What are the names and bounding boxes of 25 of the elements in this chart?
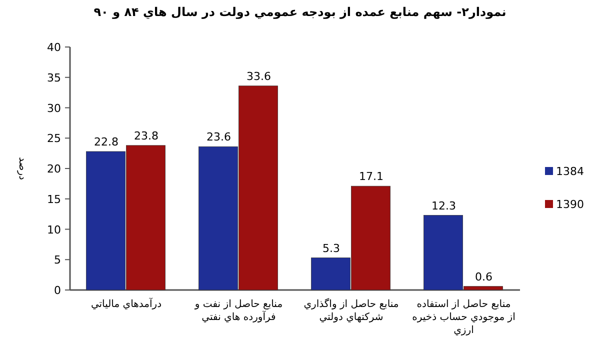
y-tick-label: 15 [47,192,61,206]
y-tick-label: 30 [47,102,61,115]
y-tick-label: 20 [47,162,61,176]
data-label: 12.3 [432,199,456,212]
x-tick-label: منابع حاصل از نفت و فرآورده هاي نفتي [194,298,284,324]
data-label: 23.8 [134,129,158,142]
y-tick-label: 10 [47,223,61,236]
y-tick-label: 40 [47,41,61,54]
data-label: 22.8 [94,135,118,148]
y-tick-label: 0 [54,284,61,297]
y-tick-label: 5 [54,254,61,267]
y-axis-title: درصد [16,155,28,182]
y-tick-label: 25 [47,132,61,146]
legend-label: 1390 [556,198,584,211]
chart-title: نمودار۲- سهم منابع عمده از بودجه عمومي دولت در سال هاي ۸۴ و ۹۰ [92,5,508,19]
legend-label: 1384 [556,165,584,178]
data-label: 33.6 [246,70,271,83]
data-label: 23.6 [206,130,231,144]
x-tick-label: منابع حاصل از واگذاري شركتهاي دولتي [302,298,400,324]
data-label: 5.3 [322,242,340,255]
y-tick-label: 35 [47,71,61,84]
x-tick-label: درآمدهاي مالياتي [90,298,163,311]
data-label: 17.1 [359,170,384,184]
data-label: 0.6 [475,270,492,284]
x-tick-label: منابع حاصل از استفاده از موجودي حساب ذخيره ارزي [412,298,516,337]
